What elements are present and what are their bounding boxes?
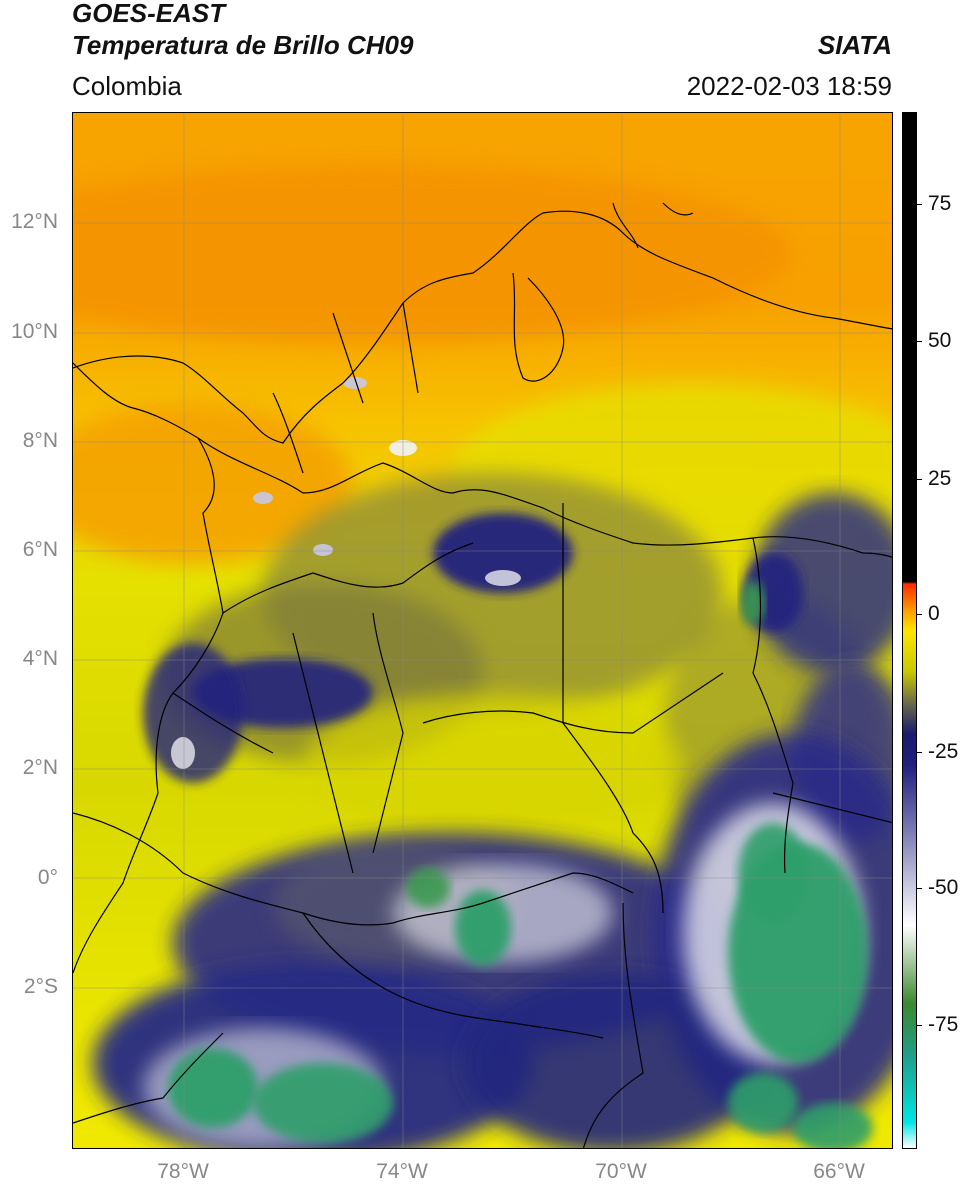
satellite-map[interactable] [72, 112, 893, 1149]
lat-label: 6°N [22, 538, 58, 561]
colorbar-tick [917, 752, 922, 753]
lon-label: 78°W [157, 1160, 209, 1183]
boundaries [73, 202, 892, 1148]
colorbar-label: 0 [928, 602, 940, 625]
colorbar-label: -25 [928, 740, 959, 763]
lat-label: 8°N [22, 429, 58, 452]
subtitle: Temperatura de Brillo CH09 [72, 30, 414, 60]
lat-label: 2°N [22, 756, 58, 779]
colorbar-tick [917, 204, 922, 205]
colorbar-tick [917, 479, 922, 480]
colorbar-label: 75 [928, 192, 952, 215]
lat-label: 4°N [22, 647, 58, 670]
colorbar-tick [917, 341, 922, 342]
colorbar-label: 25 [928, 467, 952, 490]
lat-label: 10°N [11, 320, 58, 343]
region-label: Colombia [72, 71, 182, 101]
lon-label: 66°W [813, 1160, 865, 1183]
lat-label: 12°N [11, 210, 58, 233]
colorbar-label: -75 [928, 1013, 959, 1036]
colorbar [902, 112, 917, 1149]
colorbar-tick [917, 888, 922, 889]
colorbar-tick [917, 614, 922, 615]
colorbar-label: 50 [928, 329, 952, 352]
gridlines [73, 113, 892, 1148]
lat-label: 2°S [23, 975, 58, 998]
title: GOES-EAST [72, 0, 226, 28]
lat-label: 0° [37, 866, 58, 889]
datetime-label: 2022-02-03 18:59 [686, 71, 892, 101]
lon-label: 70°W [595, 1160, 647, 1183]
source-label: SIATA [817, 30, 892, 60]
colorbar-tick [917, 1025, 922, 1026]
lon-label: 74°W [376, 1160, 428, 1183]
colorbar-label: -50 [928, 876, 959, 899]
